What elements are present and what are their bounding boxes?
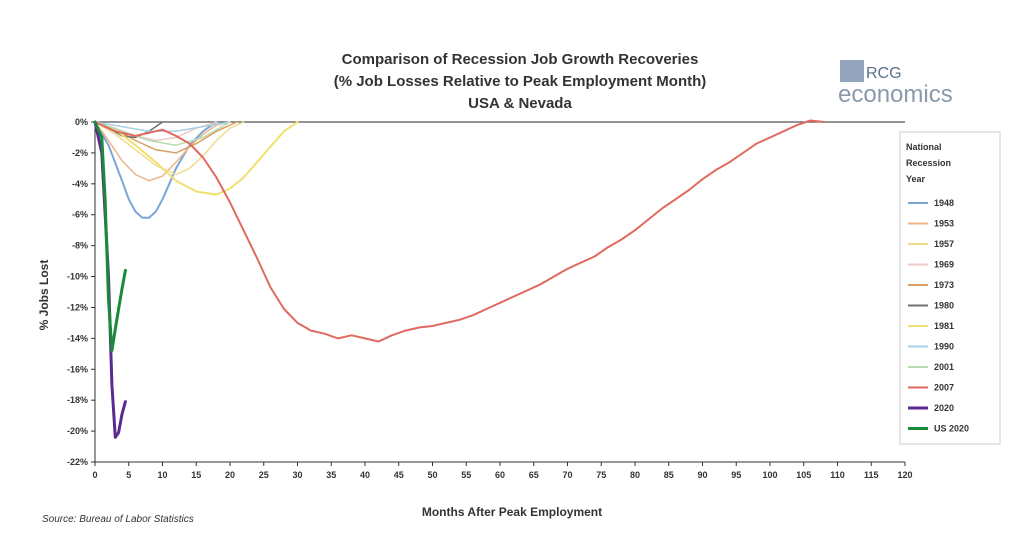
x-tick-label: 65 xyxy=(529,470,539,480)
y-tick-label: -8% xyxy=(72,241,88,251)
series-line-1948 xyxy=(94,121,218,219)
source-note: Source: Bureau of Labor Statistics xyxy=(42,514,194,525)
legend-title-1: National xyxy=(906,142,942,152)
x-tick-label: 70 xyxy=(562,470,572,480)
y-tick-label: -4% xyxy=(72,179,88,189)
series-line-1957 xyxy=(94,121,245,176)
x-tick-label: 40 xyxy=(360,470,370,480)
chart-title: Comparison of Recession Job Growth Recov… xyxy=(334,51,707,112)
series-line-2007 xyxy=(94,119,825,343)
x-tick-label: 35 xyxy=(326,470,336,480)
legend-label-2020: 2020 xyxy=(934,403,954,413)
series-line-2001 xyxy=(94,121,231,146)
axes xyxy=(94,121,905,463)
x-tick-label: 80 xyxy=(630,470,640,480)
logo: RCG economics xyxy=(838,60,953,108)
y-tick-label: -6% xyxy=(72,210,88,220)
logo-top-text: RCG xyxy=(866,65,902,82)
x-tick-label: 105 xyxy=(796,470,811,480)
x-tick-label: 115 xyxy=(864,470,879,480)
legend-label-1957: 1957 xyxy=(934,239,954,249)
x-tick-label: 50 xyxy=(427,470,437,480)
x-tick-label: 90 xyxy=(697,470,707,480)
y-tick-labels: 0% -2% -4% -6% -8% -10% -12% -14% -16% -18% -20% -2… xyxy=(67,117,95,467)
x-tick-label: 75 xyxy=(596,470,606,480)
x-tick-label: 95 xyxy=(731,470,741,480)
legend-label-1981: 1981 xyxy=(934,321,954,331)
legend-label-1973: 1973 xyxy=(934,280,954,290)
y-tick-label: -22% xyxy=(67,457,88,467)
x-tick-label: 60 xyxy=(495,470,505,480)
x-tick-label: 120 xyxy=(897,470,912,480)
x-tick-label: 5 xyxy=(126,470,131,480)
series-line-2020 xyxy=(93,120,127,439)
legend-label-1948: 1948 xyxy=(934,198,954,208)
legend-label-2001: 2001 xyxy=(934,362,954,372)
x-tick-label: 25 xyxy=(259,470,269,480)
series-line-us-2020 xyxy=(93,120,127,353)
x-tick-label: 15 xyxy=(191,470,201,480)
x-tick-label: 45 xyxy=(394,470,404,480)
legend-label-2007: 2007 xyxy=(934,383,954,393)
y-tick-label: -14% xyxy=(67,333,88,343)
y-tick-label: -16% xyxy=(67,364,88,374)
legend-title-2: Recession xyxy=(906,158,951,168)
legend-label-1990: 1990 xyxy=(934,342,954,352)
legend-label-1953: 1953 xyxy=(934,219,954,229)
y-tick-label: -18% xyxy=(67,395,88,405)
y-tick-label: -20% xyxy=(67,426,88,436)
x-axis-label: Months After Peak Employment xyxy=(422,505,602,519)
legend-label-us-2020: US 2020 xyxy=(934,424,969,434)
title-line-1: Comparison of Recession Job Growth Recov… xyxy=(342,51,699,68)
x-tick-labels: 0 5 10 15 20 25 30 35 40 45 50 55 60 65 70 75 80 85 90 95 10… xyxy=(92,462,913,480)
x-tick-label: 100 xyxy=(762,470,777,480)
logo-bottom-text: economics xyxy=(838,81,953,108)
y-tick-label: -10% xyxy=(67,272,88,282)
y-tick-label: -12% xyxy=(67,302,88,312)
legend-title-3: Year xyxy=(906,174,926,184)
logo-mark xyxy=(840,60,864,82)
legend-box xyxy=(899,131,1001,445)
series-line-1990 xyxy=(94,121,231,133)
y-axis-label: % Jobs Lost xyxy=(37,260,51,331)
x-tick-label: 10 xyxy=(157,470,167,480)
x-tick-label: 110 xyxy=(830,470,845,480)
x-tick-label: 0 xyxy=(92,470,97,480)
y-tick-label: -2% xyxy=(72,148,88,158)
legend-label-1980: 1980 xyxy=(934,301,954,311)
title-line-3: USA & Nevada xyxy=(468,95,572,112)
legend-label-1969: 1969 xyxy=(934,260,954,270)
x-tick-label: 20 xyxy=(225,470,235,480)
x-tick-label: 30 xyxy=(292,470,302,480)
x-tick-label: 55 xyxy=(461,470,471,480)
x-tick-label: 85 xyxy=(664,470,674,480)
title-line-2: (% Job Losses Relative to Peak Employmen… xyxy=(334,73,707,90)
series-line-1981 xyxy=(94,121,299,196)
legend: National Recession Year 1948 1953 1957 1969… xyxy=(899,131,1001,445)
series-line-1953 xyxy=(94,121,231,182)
plot-lines xyxy=(93,119,825,439)
y-tick-label: 0% xyxy=(75,117,88,127)
